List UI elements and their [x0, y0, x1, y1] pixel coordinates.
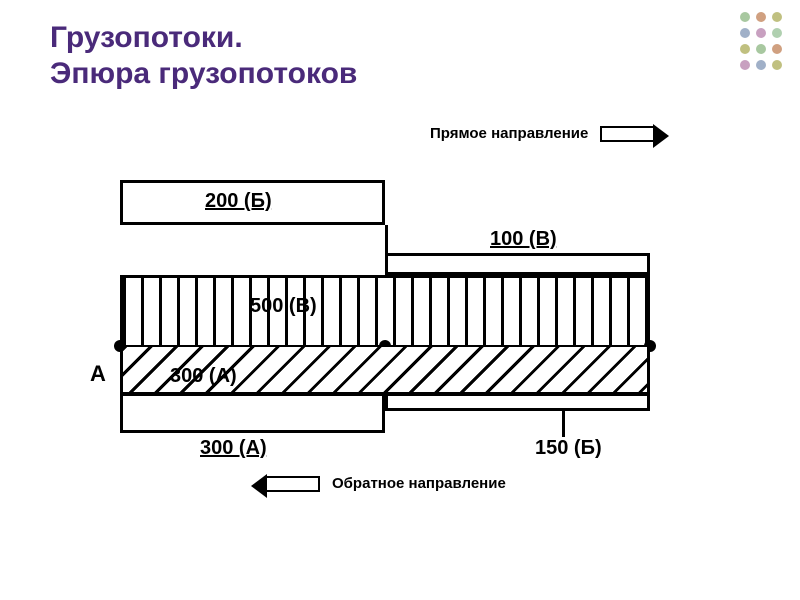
title-line-2: Эпюра грузопотоков: [50, 57, 357, 90]
decorative-dot-grid: [740, 12, 782, 76]
forward-direction: Прямое направление: [430, 125, 655, 142]
forward-segment-500v: [120, 275, 650, 345]
forward-label-500v: 500 (В): [250, 295, 317, 318]
label-a: А: [90, 361, 106, 387]
page-title: Грузопотоки. Эпюра грузопотоков: [50, 20, 357, 92]
reverse-label-150b: 150 (Б): [535, 437, 602, 460]
arrow-right-icon: [600, 126, 655, 142]
forward-direction-label: Прямое направление: [430, 125, 588, 142]
forward-label-100v: 100 (В): [490, 228, 557, 251]
upper-divider: [385, 225, 388, 275]
forward-segment-100v: [385, 253, 650, 275]
reverse-direction-label: Обратное направление: [332, 475, 506, 492]
reverse-direction: Обратное направление: [265, 475, 506, 492]
leader-150b: [562, 411, 565, 437]
arrow-left-icon: [265, 476, 320, 492]
reverse-segment-150b: [385, 393, 650, 411]
forward-label-200b: 200 (Б): [205, 190, 272, 213]
reverse-label-300a-bottom: 300 (А): [200, 437, 267, 460]
title-line-1: Грузопотоки.: [50, 21, 243, 54]
reverse-label-300a-top: 300 (А): [170, 365, 237, 388]
reverse-segment-300a-plain: [120, 393, 385, 433]
cargo-flow-diagram: Прямое направление 500 (В) 200 (Б) 100 (…: [60, 125, 740, 535]
